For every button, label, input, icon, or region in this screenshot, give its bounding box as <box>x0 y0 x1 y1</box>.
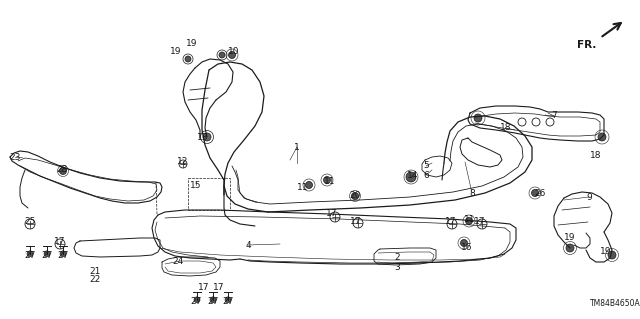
Text: 16: 16 <box>461 243 473 253</box>
Circle shape <box>461 240 467 247</box>
Circle shape <box>225 297 231 303</box>
Circle shape <box>474 114 482 122</box>
Text: 19: 19 <box>600 247 612 256</box>
Text: 17: 17 <box>326 210 338 219</box>
Circle shape <box>27 251 33 257</box>
Text: 23: 23 <box>10 152 20 161</box>
Text: 1: 1 <box>294 143 300 152</box>
Text: 11: 11 <box>464 214 476 224</box>
Text: 10: 10 <box>228 48 240 56</box>
Text: 19: 19 <box>564 233 576 241</box>
Circle shape <box>194 297 200 303</box>
Text: 22: 22 <box>90 276 100 285</box>
Text: 19: 19 <box>186 40 198 48</box>
Text: 14: 14 <box>407 170 419 180</box>
Text: 17: 17 <box>350 217 362 226</box>
Circle shape <box>323 176 330 183</box>
Circle shape <box>60 251 66 257</box>
Text: 24: 24 <box>172 257 184 266</box>
Circle shape <box>203 133 211 141</box>
Text: 2: 2 <box>394 254 400 263</box>
Text: 26: 26 <box>534 189 546 197</box>
Circle shape <box>228 51 236 58</box>
Text: FR.: FR. <box>577 40 596 50</box>
Circle shape <box>210 297 216 303</box>
Text: 11: 11 <box>297 183 308 192</box>
Circle shape <box>598 133 606 141</box>
Circle shape <box>408 174 415 181</box>
Text: 20: 20 <box>349 191 361 201</box>
Circle shape <box>351 192 358 199</box>
Circle shape <box>406 172 416 182</box>
Circle shape <box>531 189 538 197</box>
Text: 17: 17 <box>474 217 486 226</box>
Text: 17: 17 <box>213 283 225 292</box>
Circle shape <box>219 52 225 58</box>
Text: 4: 4 <box>245 241 251 249</box>
Text: 17: 17 <box>198 283 210 292</box>
Text: 6: 6 <box>423 170 429 180</box>
Text: 27: 27 <box>207 296 219 306</box>
Text: 27: 27 <box>190 296 202 306</box>
Circle shape <box>60 167 67 174</box>
Circle shape <box>305 182 312 189</box>
Text: 7: 7 <box>551 112 557 121</box>
Text: 19: 19 <box>170 48 182 56</box>
Circle shape <box>465 218 472 225</box>
Text: 17: 17 <box>445 217 457 226</box>
Bar <box>188 178 230 210</box>
Text: TM84B4650A: TM84B4650A <box>590 299 640 308</box>
Circle shape <box>44 251 50 257</box>
Text: 18: 18 <box>590 152 602 160</box>
Text: 28: 28 <box>56 166 68 174</box>
Text: 11: 11 <box>324 176 336 186</box>
Text: 25: 25 <box>24 218 36 226</box>
Text: 27: 27 <box>42 250 52 259</box>
Text: 15: 15 <box>190 181 202 189</box>
Text: 27: 27 <box>222 296 234 306</box>
Text: 27: 27 <box>58 250 68 259</box>
Text: 27: 27 <box>24 250 36 259</box>
Text: 3: 3 <box>394 263 400 272</box>
Text: 21: 21 <box>90 266 100 276</box>
Text: 8: 8 <box>469 189 475 197</box>
Text: 5: 5 <box>423 161 429 170</box>
Text: 9: 9 <box>586 192 592 202</box>
Circle shape <box>185 56 191 62</box>
Circle shape <box>566 244 574 252</box>
Circle shape <box>608 251 616 259</box>
Text: 18: 18 <box>500 123 512 132</box>
Text: 12: 12 <box>177 158 189 167</box>
Text: 13: 13 <box>197 132 209 142</box>
Text: 17: 17 <box>54 238 66 247</box>
